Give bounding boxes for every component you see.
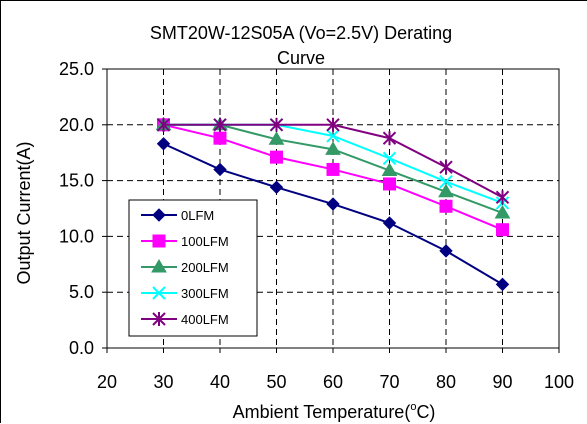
data-point-100LFM-40 xyxy=(213,131,227,145)
series-group xyxy=(155,116,511,292)
data-point-100LFM-90 xyxy=(496,223,509,237)
legend-marker-0LFM xyxy=(152,208,166,222)
y-tick-label-1: 5.0 xyxy=(69,282,94,302)
y-tick-label-2: 10.0 xyxy=(59,226,94,246)
data-point-400LFM-40 xyxy=(213,117,227,132)
legend-item-200LFM: 200LFM xyxy=(141,259,229,275)
legend-label-200LFM: 200LFM xyxy=(181,260,229,275)
data-point-0LFM-50 xyxy=(269,180,284,195)
legend-item-0LFM: 0LFM xyxy=(141,208,214,223)
legend-marker-400LFM xyxy=(152,312,166,326)
data-point-400LFM-90 xyxy=(495,190,510,205)
data-point-200LFM-80 xyxy=(438,183,454,198)
legend-item-300LFM: 300LFM xyxy=(141,286,229,301)
data-point-300LFM-80 xyxy=(439,175,453,189)
data-point-400LFM-30 xyxy=(156,117,171,132)
legend: 0LFM 100LFM 200LFM 300LFM 400LFM xyxy=(128,199,258,337)
data-point-0LFM-30 xyxy=(156,137,171,151)
legend-marker-200LFM xyxy=(151,259,167,273)
data-point-0LFM-70 xyxy=(382,216,397,230)
data-point-100LFM-70 xyxy=(383,177,396,191)
data-point-200LFM-50 xyxy=(268,131,285,145)
legend-item-100LFM: 100LFM xyxy=(141,234,229,249)
data-point-0LFM-60 xyxy=(326,197,340,211)
legend-marker-100LFM xyxy=(152,234,166,248)
data-point-300LFM-70 xyxy=(382,151,397,165)
data-point-200LFM-60 xyxy=(325,141,341,155)
x-tick-label-2: 40 xyxy=(210,372,230,392)
x-tick-label-3: 50 xyxy=(266,372,286,392)
legend-label-0LFM: 0LFM xyxy=(181,208,214,223)
data-point-200LFM-90 xyxy=(494,204,511,219)
x-tick-label-6: 80 xyxy=(436,372,456,392)
y-tick-label-4: 20.0 xyxy=(59,115,94,135)
legend-marker-300LFM xyxy=(152,286,166,300)
data-point-100LFM-80 xyxy=(439,199,453,213)
y-tick-label-3: 15.0 xyxy=(59,171,94,191)
series-0LFM xyxy=(156,137,510,292)
series-400LFM xyxy=(156,117,510,205)
chart-title-line2: Curve xyxy=(277,48,325,68)
x-tick-label-1: 30 xyxy=(153,372,173,392)
x-tick-label-8: 100 xyxy=(544,372,574,392)
y-axis-ticks: 0.0 5.0 10.0 15.0 20.0 25.0 xyxy=(59,59,107,358)
data-point-400LFM-80 xyxy=(439,160,453,175)
legend-label-400LFM: 400LFM xyxy=(181,312,229,327)
x-tick-label-4: 60 xyxy=(323,372,343,392)
data-point-200LFM-70 xyxy=(381,162,398,177)
data-point-400LFM-70 xyxy=(382,131,397,146)
legend-label-100LFM: 100LFM xyxy=(181,234,229,249)
data-point-400LFM-50 xyxy=(269,117,284,132)
y-tick-label-0: 0.0 xyxy=(69,338,94,358)
data-point-400LFM-60 xyxy=(326,117,340,132)
chart-title-line1: SMT20W-12S05A (Vo=2.5V) Derating xyxy=(150,23,452,43)
x-axis-ticks: 20 30 40 50 60 70 80 90 100 xyxy=(97,348,574,392)
legend-item-400LFM: 400LFM xyxy=(141,312,229,327)
data-point-0LFM-40 xyxy=(213,162,227,177)
legend-label-300LFM: 300LFM xyxy=(181,286,229,301)
data-point-100LFM-50 xyxy=(270,150,283,164)
data-point-300LFM-60 xyxy=(326,129,340,143)
data-point-100LFM-60 xyxy=(326,162,340,176)
data-point-0LFM-90 xyxy=(495,277,510,292)
data-point-0LFM-80 xyxy=(439,244,453,258)
y-axis-label: Output Current(A) xyxy=(14,141,34,284)
x-axis-label: Ambient Temperature(oC) xyxy=(233,401,436,422)
x-tick-label-0: 20 xyxy=(97,372,117,392)
y-tick-label-5: 25.0 xyxy=(59,59,94,79)
x-tick-label-7: 90 xyxy=(492,372,512,392)
x-tick-label-5: 70 xyxy=(379,372,399,392)
